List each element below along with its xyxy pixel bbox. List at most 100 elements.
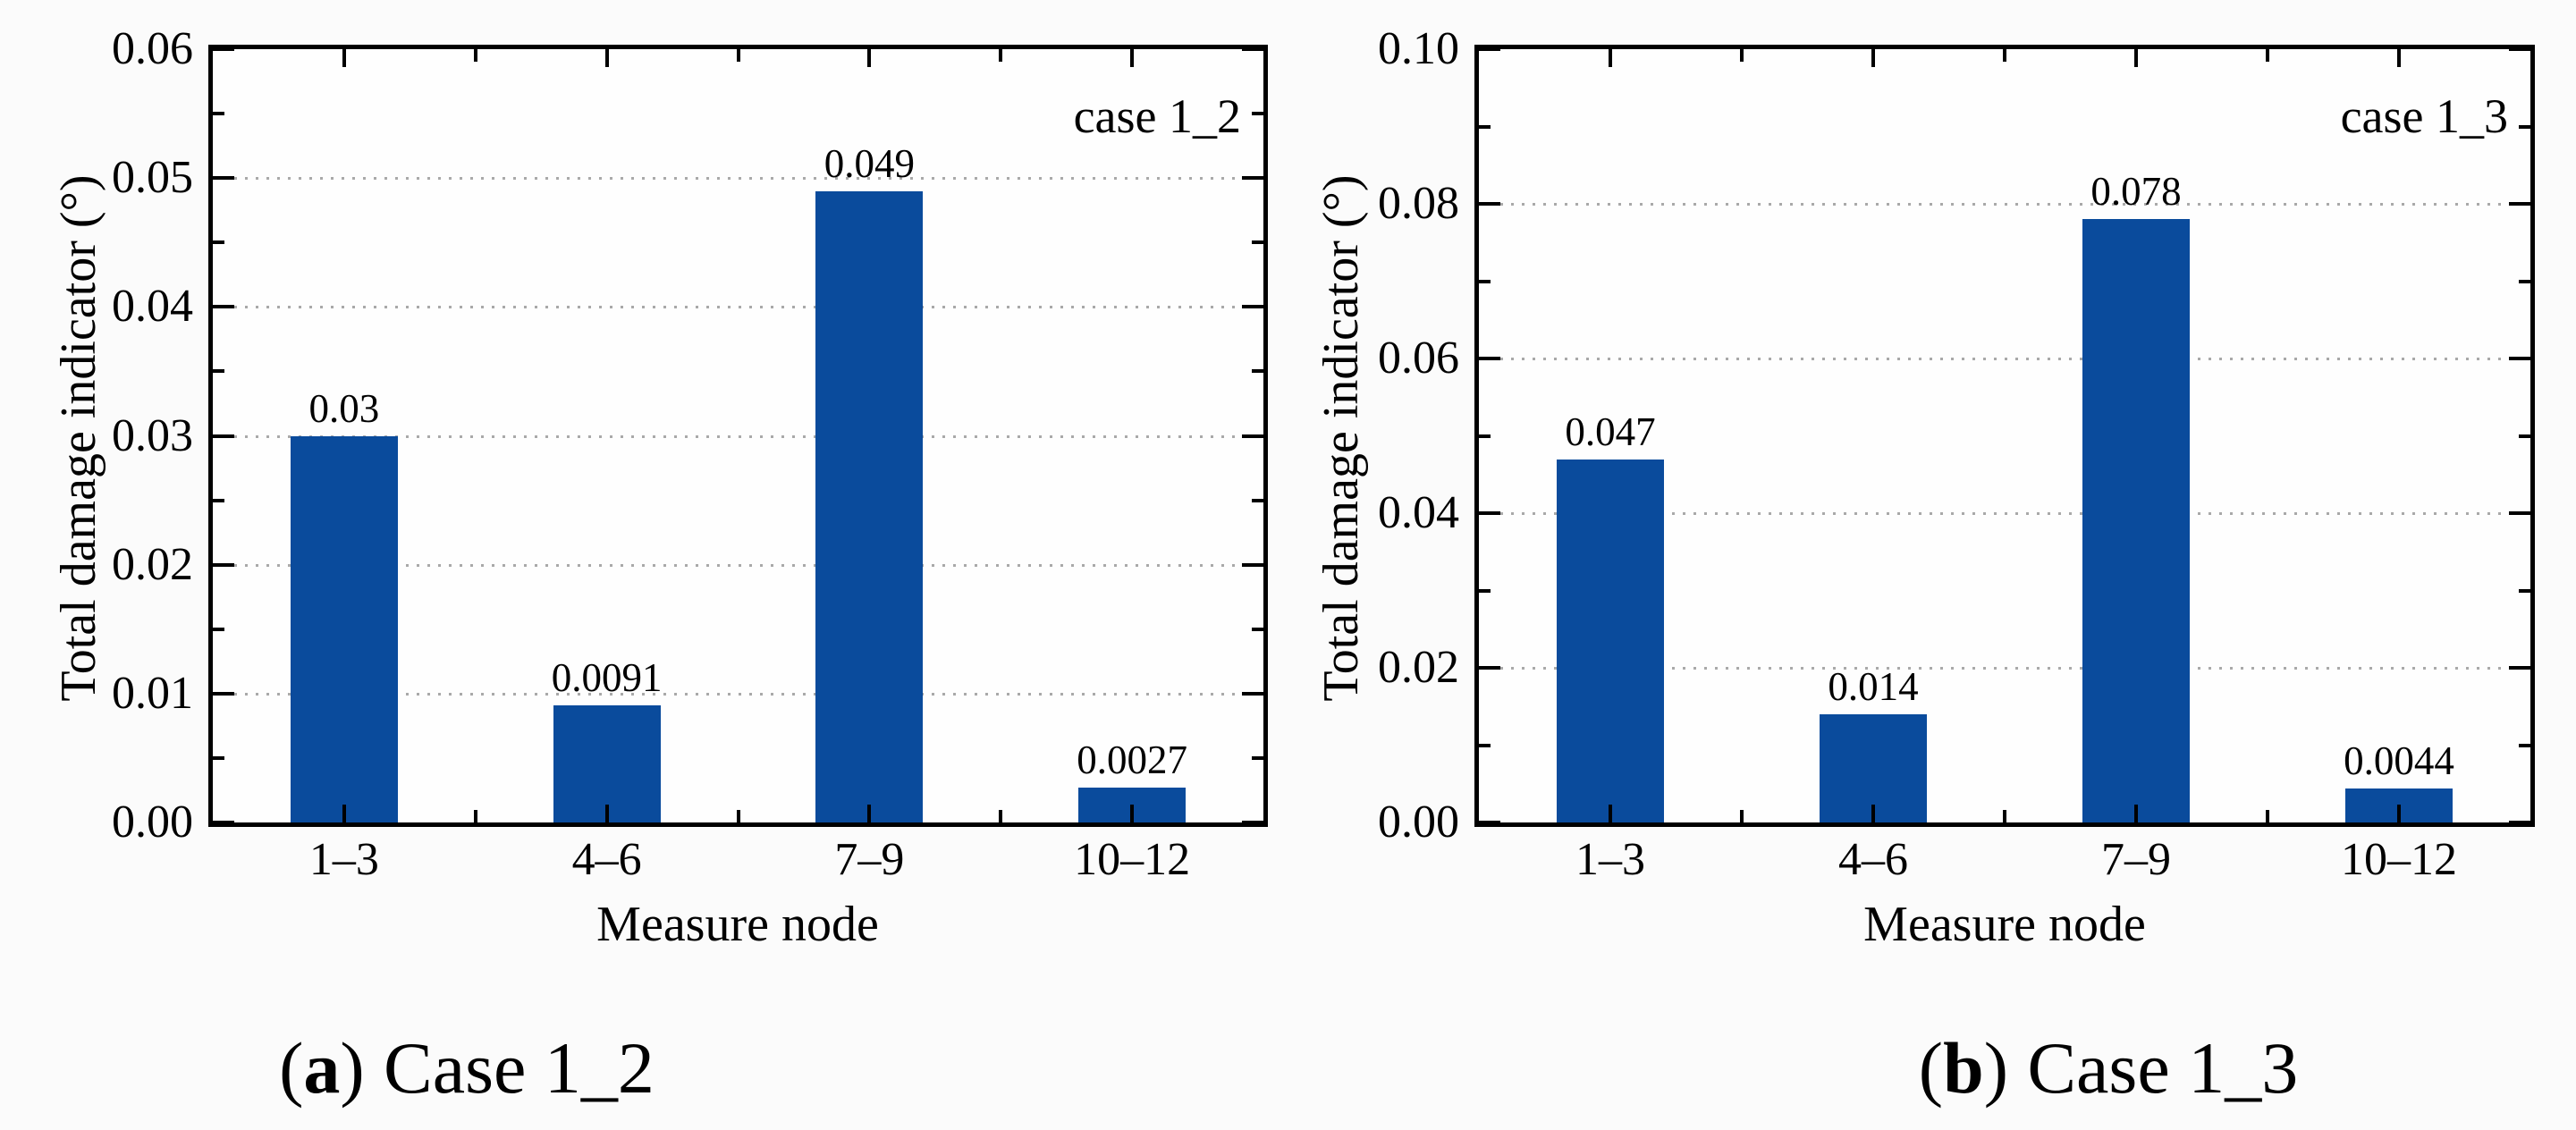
- x-minor-tick: [2003, 810, 2006, 822]
- y-major-tick-right: [2509, 202, 2530, 206]
- x-minor-tick-top: [2266, 49, 2269, 62]
- caption-letter: b: [1943, 1027, 1984, 1109]
- y-minor-tick-right: [1252, 755, 1263, 760]
- panel-caption-b: (b) Case 1_3: [1919, 1026, 2298, 1110]
- y-minor-tick-right: [2519, 124, 2530, 129]
- caption-text: Case 1_2: [384, 1027, 655, 1109]
- y-major-tick: [213, 562, 234, 567]
- y-major-tick: [1479, 666, 1500, 670]
- y-major-tick: [1479, 202, 1500, 206]
- y-tick-label: 0.00: [1378, 797, 1459, 848]
- x-tick-label: 4–6: [1838, 834, 1908, 885]
- caption-paren-close: ): [340, 1027, 365, 1109]
- y-major-tick-right: [2509, 821, 2530, 824]
- x-major-tick-top: [867, 49, 872, 67]
- y-minor-tick: [213, 627, 224, 631]
- y-minor-tick: [1479, 434, 1491, 438]
- y-minor-tick: [213, 369, 224, 374]
- caption-paren-close: ): [1983, 1027, 2009, 1109]
- x-tick-label: 10–12: [2341, 834, 2457, 885]
- y-major-tick-right: [1242, 47, 1263, 51]
- x-minor-tick: [736, 810, 740, 822]
- bar: [290, 435, 398, 822]
- y-axis-title-b: Total damage indicator (°): [1313, 174, 1369, 702]
- y-major-tick-right: [2509, 666, 2530, 670]
- x-tick-label: 4–6: [571, 834, 642, 885]
- x-major-tick: [1609, 805, 1612, 822]
- x-major-tick: [2397, 805, 2401, 822]
- y-minor-tick-right: [1252, 369, 1263, 374]
- y-major-tick-right: [2509, 511, 2530, 515]
- y-gridline: [213, 434, 1263, 438]
- y-major-tick-right: [1242, 434, 1263, 438]
- y-minor-tick: [1479, 743, 1491, 747]
- y-tick-label: 0.10: [1378, 23, 1459, 74]
- y-minor-tick-right: [2519, 279, 2530, 283]
- bar: [553, 704, 661, 822]
- x-tick-label: 1–3: [308, 834, 379, 885]
- y-major-tick-right: [1242, 562, 1263, 567]
- y-minor-tick-right: [1252, 627, 1263, 631]
- x-tick-label: 1–3: [1575, 834, 1645, 885]
- bar-value-label: 0.049: [823, 140, 916, 186]
- x-major-tick-top: [1130, 49, 1135, 67]
- x-tick-label: 7–9: [2101, 834, 2171, 885]
- annotation-case-label-a: case 1_2: [1073, 89, 1241, 143]
- y-major-tick: [1479, 821, 1500, 824]
- y-gridline: [1479, 667, 2530, 670]
- x-major-tick: [2134, 805, 2138, 822]
- x-major-tick-top: [2397, 49, 2401, 67]
- bar-value-label: 0.0091: [551, 654, 663, 700]
- y-major-tick-right: [2509, 357, 2530, 360]
- y-major-tick: [1479, 511, 1500, 515]
- bar-value-label: 0.014: [1828, 663, 1919, 709]
- y-major-tick-right: [1242, 691, 1263, 696]
- y-tick-label: 0.01: [112, 667, 193, 719]
- y-tick-label: 0.04: [112, 281, 193, 333]
- bar-value-label: 0.0044: [2344, 738, 2454, 783]
- x-axis-title-b: Measure node: [1863, 897, 2146, 952]
- y-major-tick: [213, 47, 234, 51]
- y-gridline: [1479, 358, 2530, 360]
- y-major-tick: [213, 821, 234, 824]
- x-minor-tick: [1740, 810, 1744, 822]
- y-tick-label: 0.05: [112, 152, 193, 204]
- x-minor-tick-top: [473, 49, 477, 62]
- y-tick-label: 0.04: [1378, 487, 1459, 538]
- caption-text: Case 1_3: [2027, 1027, 2299, 1109]
- y-major-tick-right: [1242, 821, 1263, 824]
- x-axis-title-a: Measure node: [596, 897, 879, 952]
- plot-area-b: case 1_3 0.00 0.02 0.04 0.06 0.08 0.10 0.047 1–…: [1378, 23, 2535, 883]
- x-tick-label: 7–9: [834, 834, 905, 885]
- y-minor-tick: [213, 498, 224, 502]
- caption-paren-open: (: [279, 1027, 304, 1109]
- caption-letter: a: [303, 1027, 341, 1109]
- y-tick-label: 0.06: [1378, 333, 1459, 384]
- y-gridline: [1479, 203, 2530, 206]
- y-major-tick-right: [1242, 305, 1263, 309]
- y-major-tick: [213, 691, 234, 696]
- y-minor-tick-right: [2519, 434, 2530, 438]
- y-major-tick: [213, 434, 234, 438]
- x-minor-tick-top: [736, 49, 740, 62]
- panel-caption-a: (a) Case 1_2: [279, 1026, 655, 1110]
- y-tick-label: 0.03: [112, 409, 193, 461]
- y-minor-tick: [1479, 588, 1491, 593]
- y-gridline: [213, 306, 1263, 309]
- bar-value-label: 0.047: [1565, 409, 1656, 454]
- y-minor-tick: [213, 240, 224, 245]
- y-minor-tick-right: [2519, 743, 2530, 747]
- y-tick-label: 0.02: [1378, 642, 1459, 693]
- y-tick-label: 0.08: [1378, 178, 1459, 229]
- bar: [2082, 219, 2190, 822]
- y-minor-tick: [1479, 279, 1491, 283]
- y-major-tick: [1479, 357, 1500, 360]
- x-major-tick-top: [1871, 49, 1875, 67]
- bar-value-label: 0.03: [308, 385, 380, 431]
- y-tick-label: 0.06: [112, 23, 193, 74]
- x-minor-tick-top: [1740, 49, 1744, 62]
- x-major-tick: [1130, 805, 1135, 822]
- y-major-tick: [213, 176, 234, 181]
- y-minor-tick-right: [1252, 498, 1263, 502]
